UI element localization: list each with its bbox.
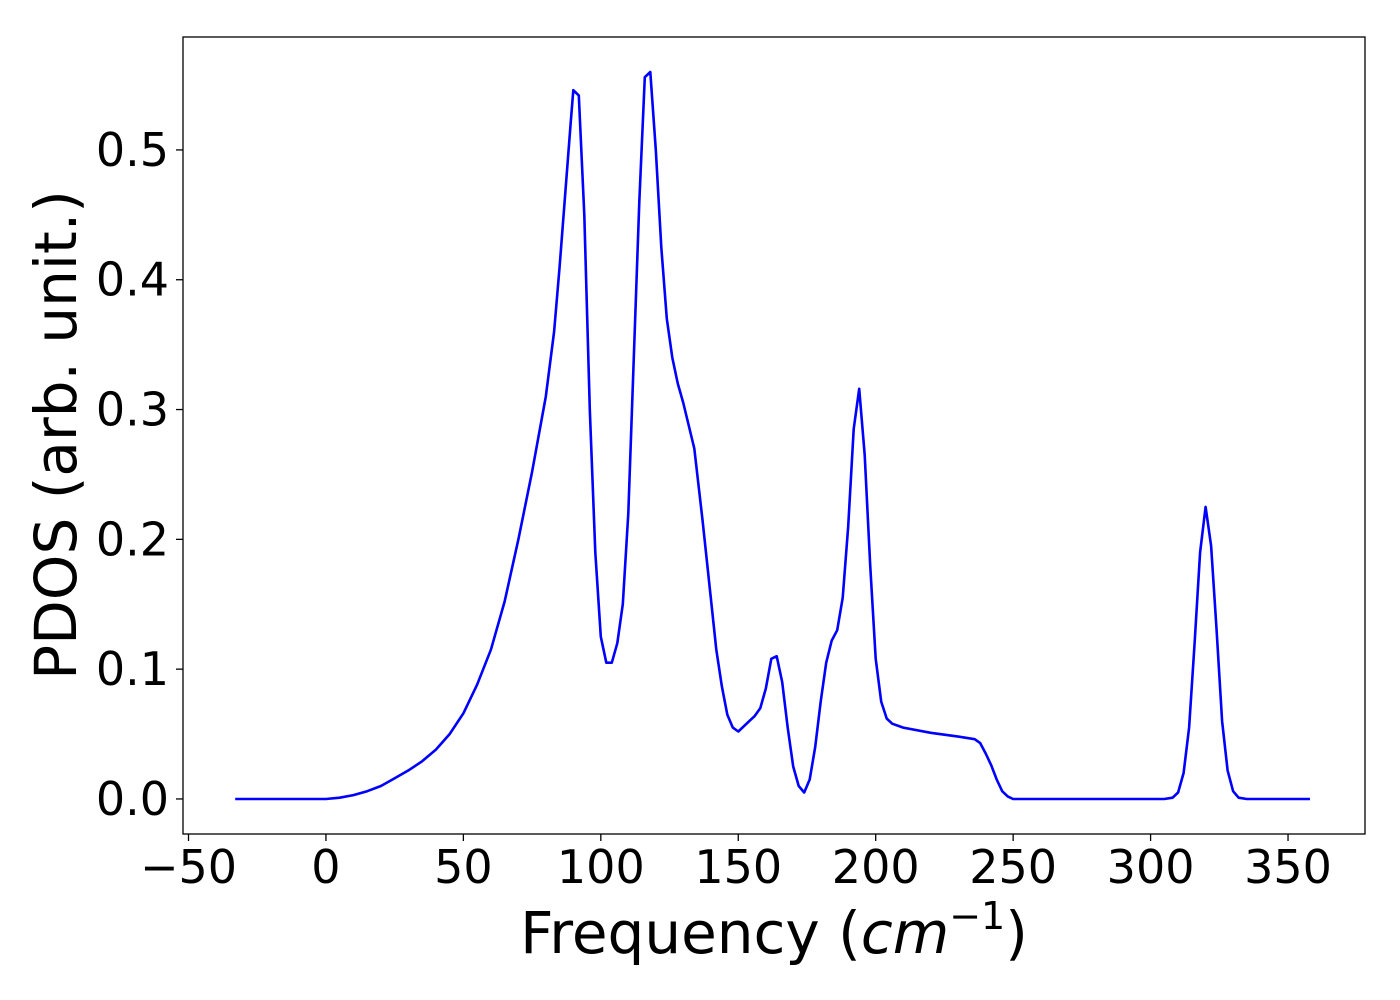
x-tick-label: 100 xyxy=(557,840,645,894)
y-axis-ticks: 0.0 0.1 0.2 0.3 0.4 0.5 xyxy=(96,123,183,826)
x-tick-label: 200 xyxy=(832,840,920,894)
y-tick-label: 0.4 xyxy=(96,253,169,307)
y-axis-label: PDOS (arb. unit.) xyxy=(22,190,90,680)
plot-background xyxy=(183,37,1365,834)
y-tick-label: 0.5 xyxy=(96,123,169,177)
x-axis-label-exponent: −1 xyxy=(949,894,1005,938)
x-axis-label-close: ) xyxy=(1005,899,1028,967)
y-tick-label: 0.0 xyxy=(96,772,169,826)
x-tick-label: 0 xyxy=(311,840,340,894)
y-tick-label: 0.2 xyxy=(96,512,169,566)
x-tick-label: −50 xyxy=(140,840,237,894)
x-tick-label: 300 xyxy=(1107,840,1195,894)
x-axis-label-text: Frequency ( xyxy=(520,899,861,967)
x-tick-label: 250 xyxy=(969,840,1057,894)
x-tick-label: 350 xyxy=(1244,840,1332,894)
pdos-series-line xyxy=(235,70,1310,801)
x-axis-label: Frequency (cm−1) xyxy=(520,894,1028,967)
x-axis-label-unit: cm xyxy=(861,899,949,967)
y-tick-label: 0.1 xyxy=(96,642,169,696)
plot-frame xyxy=(182,36,1366,835)
y-tick-label: 0.3 xyxy=(96,383,169,437)
x-tick-label: 50 xyxy=(434,840,493,894)
x-tick-label: 150 xyxy=(694,840,782,894)
x-axis-ticks: −50 0 50 100 150 200 250 300 350 xyxy=(140,834,1332,894)
